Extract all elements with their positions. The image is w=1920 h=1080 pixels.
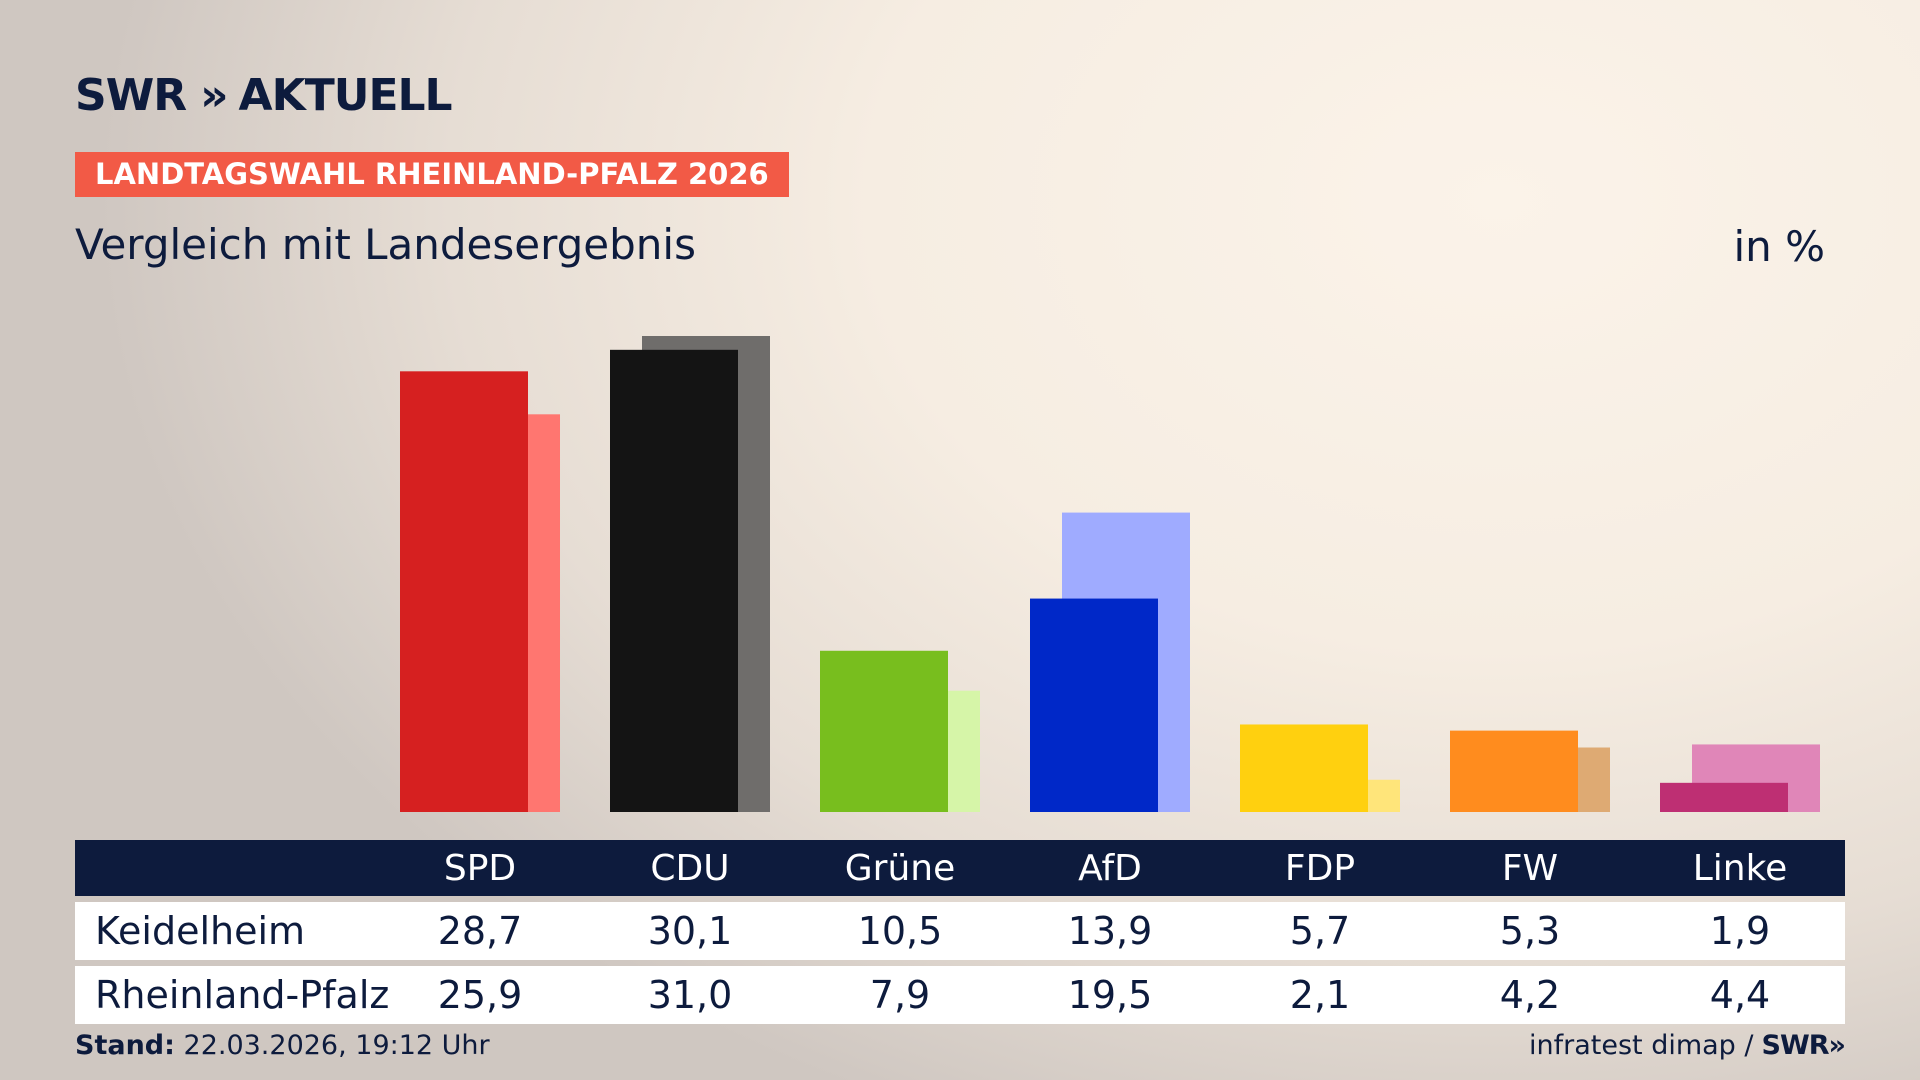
source-credit: infratest dimap / SWR» (1529, 1030, 1846, 1061)
swr-aktuell-logo: SWR » AKTUELL (75, 70, 453, 121)
stand-label: Stand: (75, 1030, 175, 1061)
table-row: Rheinland-Pfalz 25,9 31,0 7,9 19,5 2,1 4… (75, 966, 1845, 1024)
election-badge: LANDTAGSWAHL RHEINLAND-PFALZ 2026 (75, 152, 789, 197)
unit-label: in % (1733, 222, 1825, 271)
table-cell: 31,0 (585, 966, 795, 1024)
logo-swr-text: SWR (75, 70, 187, 121)
column-header: CDU (585, 840, 795, 896)
column-header: SPD (375, 840, 585, 896)
bar-keidelheim-fw (1450, 730, 1578, 812)
table-cell: 4,4 (1635, 966, 1845, 1024)
table-cell: 10,5 (795, 902, 1005, 960)
bar-keidelheim-fdp (1240, 724, 1368, 812)
row-label: Keidelheim (75, 902, 375, 960)
source-swr-logo: SWR» (1761, 1030, 1846, 1061)
timestamp: Stand: 22.03.2026, 19:12 Uhr (75, 1030, 490, 1061)
table-cell: 5,3 (1425, 902, 1635, 960)
table-cell: 13,9 (1005, 902, 1215, 960)
column-header: Grüne (795, 840, 1005, 896)
column-header: FW (1425, 840, 1635, 896)
bar-chart (400, 336, 1820, 812)
bar-keidelheim-linke (1660, 782, 1788, 812)
column-header: FDP (1215, 840, 1425, 896)
table-cell: 25,9 (375, 966, 585, 1024)
bar-keidelheim-spd (400, 371, 528, 812)
chart-subtitle: Vergleich mit Landesergebnis (75, 220, 696, 269)
table-cell: 30,1 (585, 902, 795, 960)
bar-keidelheim-afd (1030, 598, 1158, 812)
bar-keidelheim-cdu (610, 349, 738, 812)
stand-value: 22.03.2026, 19:12 Uhr (183, 1030, 490, 1061)
table-header-empty (75, 840, 375, 896)
results-table: SPD CDU Grüne AfD FDP FW Linke Keidelhei… (75, 834, 1845, 1030)
table-cell: 1,9 (1635, 902, 1845, 960)
table-cell: 4,2 (1425, 966, 1635, 1024)
table-header-row: SPD CDU Grüne AfD FDP FW Linke (75, 840, 1845, 896)
row-label: Rheinland-Pfalz (75, 966, 389, 1024)
table-cell: 2,1 (1215, 966, 1425, 1024)
table-cell: 28,7 (375, 902, 585, 960)
table-cell: 19,5 (1005, 966, 1215, 1024)
column-header: AfD (1005, 840, 1215, 896)
source-text: infratest dimap / (1529, 1030, 1754, 1061)
logo-aktuell-text: AKTUELL (238, 70, 453, 121)
column-header: Linke (1635, 840, 1845, 896)
table-cell: 7,9 (795, 966, 1005, 1024)
table-row: Keidelheim 28,7 30,1 10,5 13,9 5,7 5,3 1… (75, 902, 1845, 960)
table-cell: 5,7 (1215, 902, 1425, 960)
bar-keidelheim-grüne (820, 650, 948, 812)
